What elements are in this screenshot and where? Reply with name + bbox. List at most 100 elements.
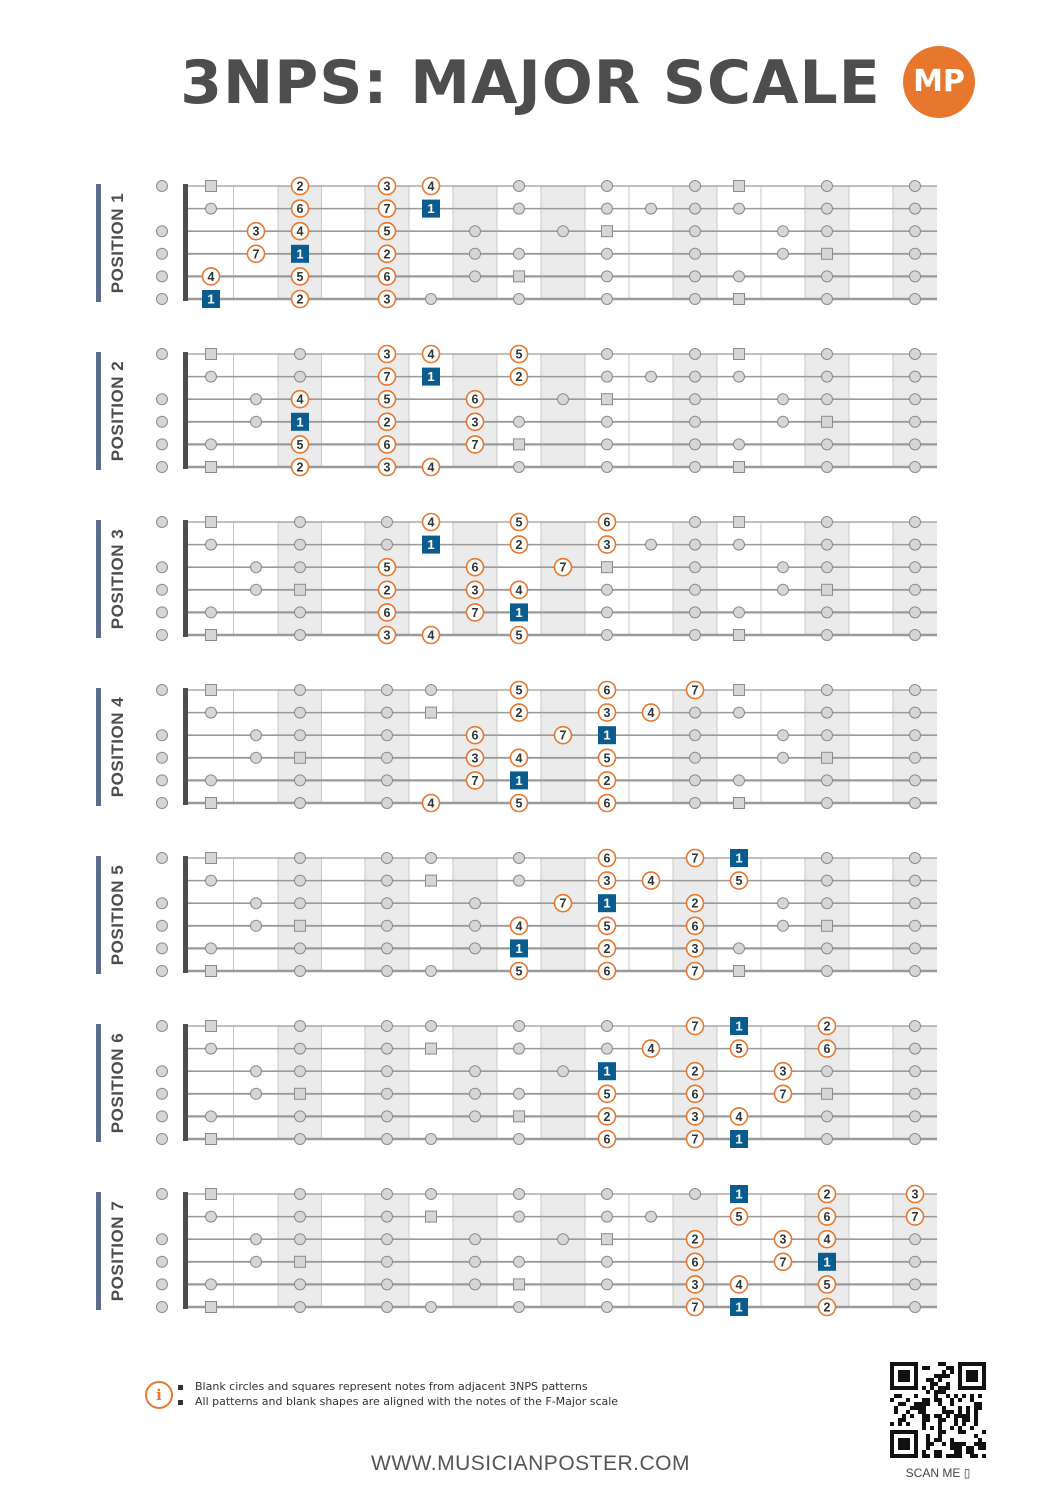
- scale-degree-label: 7: [692, 965, 699, 979]
- adjacent-note-circle: [469, 1233, 481, 1246]
- adjacent-root-square: [294, 583, 306, 596]
- adjacent-note-circle: [689, 438, 701, 451]
- adjacent-root-square: [205, 965, 217, 977]
- position-bar: [96, 352, 101, 470]
- adjacent-root-square: [513, 1110, 525, 1123]
- adjacent-root-square: [205, 348, 217, 360]
- scale-degree-note: 7: [685, 680, 705, 700]
- scale-degree-note: 6: [597, 848, 617, 868]
- adjacent-note-circle: [821, 393, 833, 406]
- adjacent-note-circle: [513, 874, 525, 887]
- scale-degree-label: 3: [604, 706, 611, 720]
- adjacent-note-circle: [777, 247, 789, 260]
- adjacent-note-circle: [156, 1188, 168, 1200]
- adjacent-note-circle: [733, 370, 745, 383]
- qr-code-icon[interactable]: [890, 1362, 986, 1458]
- scale-degree-label: 6: [384, 606, 391, 620]
- adjacent-note-circle: [601, 270, 613, 283]
- adjacent-note-circle: [156, 516, 168, 528]
- website-link[interactable]: WWW.MUSICIANPOSTER.COM: [371, 1452, 690, 1475]
- adjacent-note-circle: [777, 415, 789, 428]
- adjacent-root-square: [425, 1210, 437, 1223]
- adjacent-note-circle: [909, 270, 921, 283]
- adjacent-root-square: [733, 797, 745, 809]
- root-note-label: 1: [603, 896, 610, 911]
- scale-degree-label: 3: [472, 583, 479, 597]
- scale-degree-label: 5: [516, 965, 523, 979]
- adjacent-note-circle: [156, 797, 168, 809]
- adjacent-note-circle: [513, 247, 525, 260]
- scale-degree-note: 2: [377, 244, 397, 264]
- adjacent-note-circle: [513, 415, 525, 428]
- scale-degree-note: 5: [377, 221, 397, 241]
- root-note-label: 1: [603, 728, 610, 743]
- scale-degree-label: 2: [297, 293, 304, 307]
- adjacent-note-circle: [425, 1188, 437, 1200]
- adjacent-note-circle: [821, 202, 833, 215]
- fret-marker-shade: [541, 186, 585, 299]
- scale-degree-label: 4: [648, 706, 655, 720]
- scale-degree-label: 6: [604, 516, 611, 530]
- adjacent-note-circle: [381, 942, 393, 955]
- adjacent-note-circle: [381, 516, 393, 528]
- adjacent-note-circle: [156, 852, 168, 864]
- position-label: POSITION 1: [96, 184, 136, 302]
- adjacent-note-circle: [689, 202, 701, 215]
- scale-degree-label: 5: [736, 1042, 743, 1056]
- scale-degree-label: 7: [560, 561, 567, 575]
- scale-degree-label: 2: [297, 461, 304, 475]
- scale-degree-label: 5: [384, 393, 391, 407]
- adjacent-note-circle: [381, 797, 393, 809]
- adjacent-note-circle: [381, 751, 393, 764]
- adjacent-note-circle: [821, 774, 833, 787]
- adjacent-note-circle: [689, 538, 701, 551]
- adjacent-note-circle: [156, 629, 168, 641]
- adjacent-note-circle: [909, 874, 921, 887]
- adjacent-note-circle: [425, 965, 437, 977]
- adjacent-note-circle: [689, 247, 701, 260]
- adjacent-root-square: [205, 629, 217, 641]
- adjacent-note-circle: [294, 606, 306, 619]
- adjacent-note-circle: [381, 1278, 393, 1291]
- scale-degree-label: 3: [912, 1188, 919, 1202]
- scale-degree-label: 2: [604, 774, 611, 788]
- adjacent-root-square: [425, 706, 437, 719]
- scale-degree-note: 6: [597, 680, 617, 700]
- adjacent-note-circle: [294, 942, 306, 955]
- nut: [183, 184, 188, 301]
- scale-degree-note: 2: [290, 176, 310, 196]
- scale-degree-note: 6: [377, 435, 397, 454]
- scale-degree-note: 3: [377, 176, 397, 196]
- adjacent-note-circle: [909, 438, 921, 451]
- bullet-icon: [178, 1399, 183, 1405]
- adjacent-root-square: [733, 461, 745, 473]
- adjacent-note-circle: [156, 225, 168, 238]
- adjacent-note-circle: [425, 1133, 437, 1145]
- adjacent-note-circle: [156, 1255, 168, 1268]
- scale-degree-note: 3: [377, 625, 397, 645]
- adjacent-note-circle: [601, 1042, 613, 1055]
- root-note-label: 1: [515, 605, 522, 620]
- scale-degree-label: 7: [692, 1133, 699, 1147]
- adjacent-note-circle: [777, 897, 789, 910]
- scale-degree-note: 2: [377, 412, 397, 432]
- adjacent-note-circle: [381, 1133, 393, 1145]
- root-note: 1: [422, 535, 440, 554]
- root-note: 1: [730, 1017, 748, 1035]
- adjacent-note-circle: [909, 774, 921, 787]
- scale-degree-label: 4: [428, 348, 435, 362]
- adjacent-note-circle: [601, 348, 613, 360]
- adjacent-note-circle: [250, 561, 262, 574]
- adjacent-root-square: [294, 1087, 306, 1100]
- adjacent-note-circle: [601, 1255, 613, 1268]
- adjacent-root-square: [733, 629, 745, 641]
- adjacent-note-circle: [294, 629, 306, 641]
- adjacent-note-circle: [909, 1133, 921, 1145]
- adjacent-note-circle: [909, 942, 921, 955]
- adjacent-root-square: [733, 516, 745, 528]
- adjacent-note-circle: [156, 1087, 168, 1100]
- scale-degree-note: 3: [597, 871, 617, 890]
- adjacent-note-circle: [821, 438, 833, 451]
- scale-degree-note: 4: [421, 512, 441, 532]
- adjacent-note-circle: [645, 202, 657, 215]
